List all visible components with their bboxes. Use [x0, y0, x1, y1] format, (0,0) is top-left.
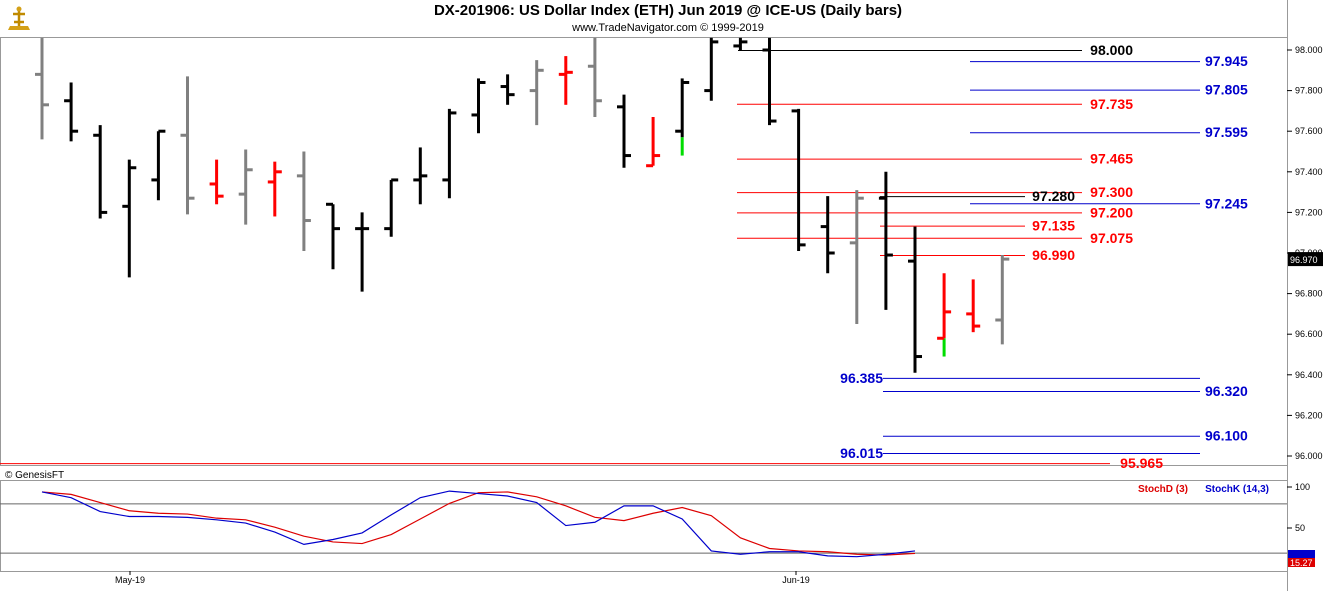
ohlc-bar: [151, 129, 166, 201]
stoch-tick-label: 50: [1295, 523, 1305, 533]
ohlc-bar: [529, 60, 544, 126]
level-label: 96.320: [1205, 383, 1248, 399]
stoch-series-line: [41, 491, 916, 556]
ohlc-bar: [296, 151, 311, 251]
level-label: 95.965: [1120, 455, 1163, 471]
last-price-box: [1288, 252, 1323, 267]
level-label: 96.100: [1205, 428, 1248, 444]
ohlc-bar: [762, 37, 777, 126]
ohlc-bar: [122, 159, 137, 278]
last-price-label: 96.970: [1290, 255, 1318, 265]
price-tick-label: 96.000: [1295, 451, 1323, 461]
stoch-last-k-box: [1288, 550, 1315, 558]
ohlc-bar: [733, 37, 748, 50]
ohlc-bar: [849, 190, 864, 325]
ohlc-bar: [908, 226, 922, 373]
ohlc-bar: [966, 279, 981, 333]
trade-navigator-logo-icon: [4, 4, 34, 34]
ohlc-bar: [180, 76, 195, 215]
price-tick-label: 96.200: [1295, 410, 1323, 420]
level-label: 97.200: [1090, 204, 1133, 220]
level-label: 97.245: [1205, 195, 1248, 211]
level-label: 96.385: [840, 370, 883, 386]
ohlc-bar: [500, 74, 515, 105]
ohlc-bar: [326, 202, 340, 270]
price-tick-label: 97.200: [1295, 207, 1323, 217]
ohlc-bar: [791, 108, 806, 251]
price-tick-label: 97.800: [1295, 86, 1323, 96]
stoch-legend-d: StochD (3): [1138, 484, 1188, 495]
ohlc-bar: [704, 37, 719, 101]
ohlc-bar: [937, 273, 952, 357]
chart-subtitle: www.TradeNavigator.com © 1999-2019: [572, 22, 764, 34]
ohlc-bar: [995, 255, 1010, 345]
ohlc-bar: [35, 37, 49, 140]
ohlc-bar: [558, 56, 573, 105]
price-tick-label: 97.600: [1295, 126, 1323, 136]
level-label: 97.465: [1090, 151, 1133, 167]
ohlc-bar: [675, 78, 690, 156]
ohlc-bar: [267, 161, 282, 217]
ohlc-bar: [442, 108, 457, 199]
level-label: 96.990: [1032, 247, 1075, 263]
x-tick-label: May-19: [115, 575, 145, 585]
ohlc-bar: [93, 125, 108, 219]
ohlc-bar: [413, 147, 428, 205]
price-tick-label: 98.000: [1295, 45, 1323, 55]
ohlc-bar: [64, 82, 79, 142]
level-label: 97.135: [1032, 218, 1075, 234]
level-label: 97.075: [1090, 230, 1133, 246]
level-label: 97.280: [1032, 188, 1075, 204]
stoch-last-value: 15.27: [1290, 558, 1313, 568]
chart-title: DX-201906: US Dollar Index (ETH) Jun 201…: [433, 2, 903, 19]
ohlc-bar: [355, 212, 370, 292]
stoch-last-d-box: [1288, 558, 1315, 567]
level-label: 98.000: [1090, 42, 1133, 58]
stoch-tick-label: 100: [1295, 482, 1310, 492]
level-label: 97.595: [1205, 124, 1248, 140]
ohlc-bar: [617, 94, 631, 168]
level-label: 96.015: [840, 445, 883, 461]
ohlc-bar: [209, 159, 224, 205]
x-tick-label: Jun-19: [782, 575, 810, 585]
level-label: 97.805: [1205, 82, 1248, 98]
ohlc-bar: [384, 178, 399, 237]
stoch-panel-frame: [0, 480, 1288, 572]
ohlc-bar: [878, 171, 893, 310]
ohlc-bar: [238, 149, 253, 225]
ohlc-bar: [646, 116, 661, 168]
level-label: 97.945: [1205, 53, 1248, 69]
level-label: 97.300: [1090, 184, 1133, 200]
stoch-series-line: [41, 490, 916, 558]
price-tick-label: 96.400: [1295, 370, 1323, 380]
ohlc-bar: [820, 196, 835, 274]
copyright-label: © GenesisFT: [5, 470, 64, 481]
price-tick-label: 97.400: [1295, 167, 1323, 177]
level-label: 97.735: [1090, 96, 1133, 112]
stoch-legend-k: StochK (14,3): [1205, 484, 1269, 495]
price-tick-label: 96.800: [1295, 289, 1323, 299]
ohlc-bar: [471, 78, 486, 134]
ohlc-bar: [587, 37, 602, 117]
price-tick-label: 96.600: [1295, 329, 1323, 339]
